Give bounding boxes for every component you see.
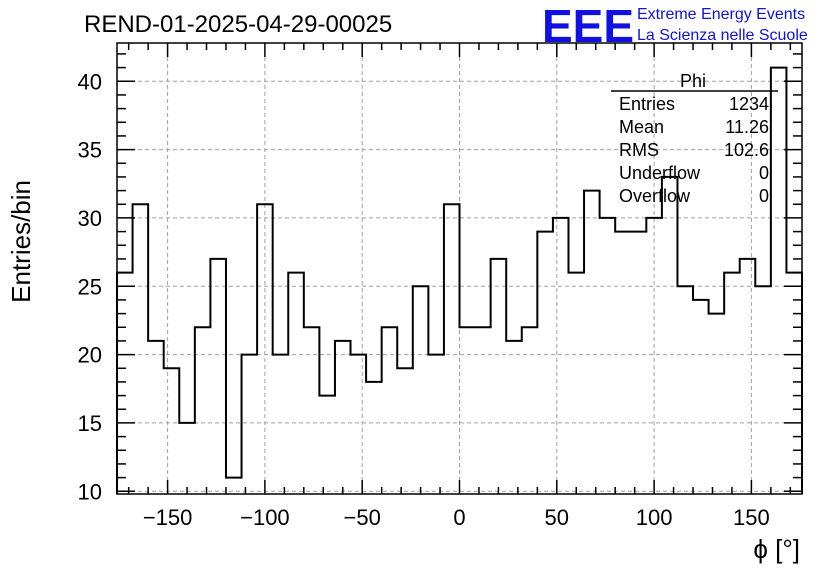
y-tick-label: 35 <box>78 138 102 163</box>
x-tick-label: −50 <box>344 505 381 530</box>
y-tick-label: 10 <box>78 479 102 504</box>
logo-line2: La Scienza nelle Scuole <box>637 27 808 44</box>
stats-value: 0 <box>759 163 769 183</box>
stats-title: Phi <box>680 71 706 91</box>
y-tick-label: 20 <box>78 343 102 368</box>
stats-label: Underflow <box>619 163 701 183</box>
stats-label: RMS <box>619 140 659 160</box>
x-tick-label: 50 <box>545 505 569 530</box>
stats-value: 11.26 <box>725 117 769 137</box>
y-tick-labels: 10 15 20 25 30 35 40 <box>78 69 102 504</box>
x-tick-label: 150 <box>733 505 770 530</box>
logo-letters: EEE <box>542 0 634 52</box>
logo-line1: Extreme Energy Events <box>637 6 805 23</box>
stats-label: Mean <box>619 117 664 137</box>
histogram-outline <box>116 66 803 494</box>
y-tick-label: 40 <box>78 69 102 94</box>
x-tick-label: 100 <box>636 505 673 530</box>
stats-box: Phi Entries 1234 Mean 11.26 RMS 102.6 Underflo… <box>611 71 778 206</box>
stats-value: 1234 <box>729 94 769 114</box>
x-tick-label: −150 <box>143 505 193 530</box>
x-tick-labels: −150 −100 −50 0 50 100 150 <box>143 505 770 530</box>
axis-ticks <box>117 43 802 494</box>
x-axis-label: ϕ [°] <box>753 534 800 564</box>
stats-rows: Entries 1234 Mean 11.26 RMS 102.6 Underflow 0 Ov… <box>619 94 769 206</box>
stats-label: Overflow <box>619 186 691 206</box>
y-axis-label: Entries/bin <box>6 180 36 303</box>
stats-label: Entries <box>619 94 675 114</box>
y-tick-label: 15 <box>78 411 102 436</box>
stats-value: 102.6 <box>724 140 769 160</box>
x-tick-label: −100 <box>240 505 290 530</box>
eee-logo: EEE Extreme Energy Events La Scienza nel… <box>542 0 808 52</box>
chart-title: REND-01-2025-04-29-00025 <box>84 11 392 38</box>
stats-value: 0 <box>759 186 769 206</box>
y-tick-label: 25 <box>78 274 102 299</box>
y-tick-label: 30 <box>78 206 102 231</box>
x-tick-label: 0 <box>453 505 465 530</box>
